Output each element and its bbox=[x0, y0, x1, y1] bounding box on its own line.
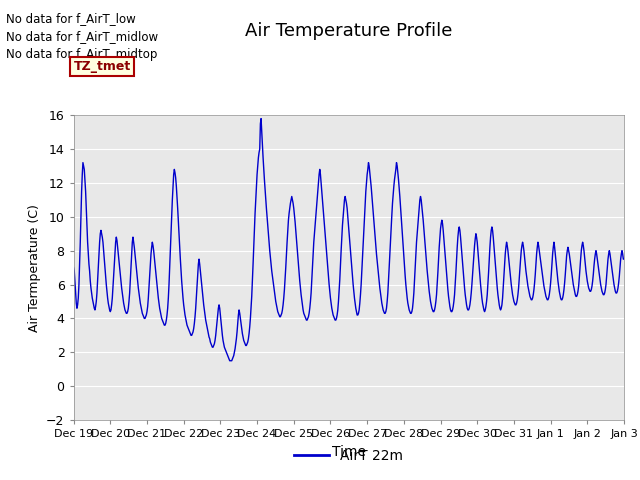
Text: Air Temperature Profile: Air Temperature Profile bbox=[245, 22, 452, 40]
Text: TZ_tmet: TZ_tmet bbox=[74, 60, 131, 73]
Text: No data for f_AirT_midlow: No data for f_AirT_midlow bbox=[6, 30, 159, 43]
Text: No data for f_AirT_low: No data for f_AirT_low bbox=[6, 12, 136, 25]
X-axis label: Time: Time bbox=[332, 444, 366, 458]
Legend: AirT 22m: AirT 22m bbox=[289, 443, 409, 468]
Text: No data for f_AirT_midtop: No data for f_AirT_midtop bbox=[6, 48, 158, 61]
Y-axis label: Air Termperature (C): Air Termperature (C) bbox=[28, 204, 41, 332]
